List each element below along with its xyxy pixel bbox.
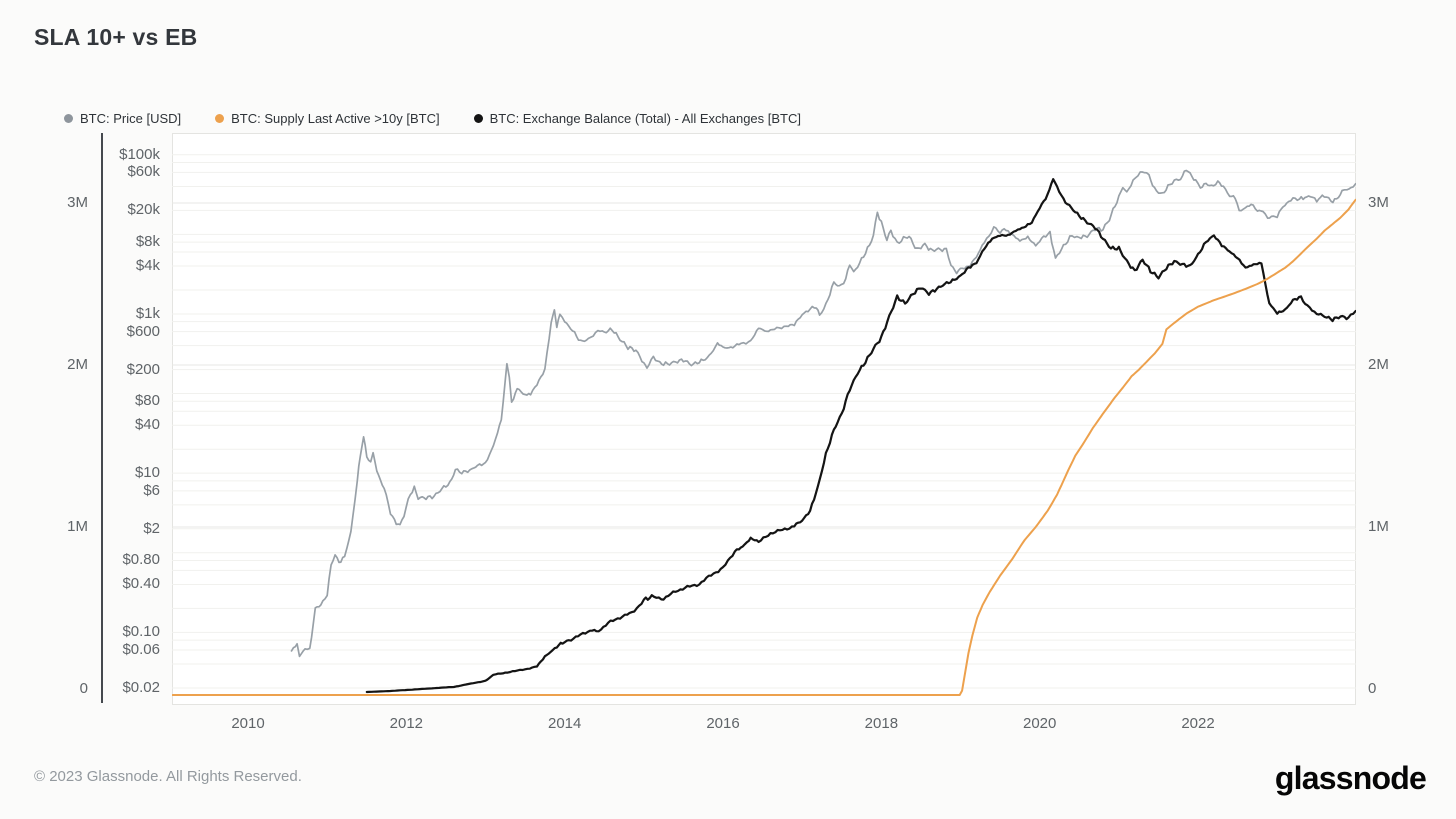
legend-label-exchange: BTC: Exchange Balance (Total) - All Exch… xyxy=(489,111,801,126)
y-right-btc-tick: 0 xyxy=(1368,680,1377,697)
x-year-tick: 2014 xyxy=(547,715,582,732)
x-year-tick: 2022 xyxy=(1181,715,1215,732)
copyright-text: © 2023 Glassnode. All Rights Reserved. xyxy=(34,768,302,785)
y-price-tick: $600 xyxy=(126,322,160,340)
y-price-tick: $0.02 xyxy=(122,679,160,696)
y-price-tick: $100k xyxy=(119,145,160,163)
exchange-balance-line[interactable] xyxy=(365,178,1356,694)
legend-item-supply-last-active[interactable]: BTC: Supply Last Active >10y [BTC] xyxy=(215,111,440,126)
x-year-tick: 2016 xyxy=(706,715,740,732)
y-price-tick: $200 xyxy=(126,360,160,378)
legend-dot-exchange-icon xyxy=(473,114,483,123)
y-right-btc-tick: 3M xyxy=(1368,194,1389,211)
legend-item-exchange-balance[interactable]: BTC: Exchange Balance (Total) - All Exch… xyxy=(473,111,801,126)
y-price-tick: $1k xyxy=(135,304,160,322)
y-price-tick: $60k xyxy=(127,163,160,181)
y-price-tick: $0.06 xyxy=(122,641,160,659)
y-right-btc-tick: 1M xyxy=(1368,518,1389,535)
y-price-tick: $6 xyxy=(143,481,160,499)
legend-label-supply: BTC: Supply Last Active >10y [BTC] xyxy=(231,111,440,126)
y-price-tick: $0.10 xyxy=(122,623,160,641)
y-price-tick: $0.40 xyxy=(122,575,160,593)
y-price-tick: $8k xyxy=(135,233,160,251)
y-left-btc-tick: 1M xyxy=(67,518,88,535)
chart-canvas[interactable] xyxy=(172,133,1356,705)
y-left-btc-tick: 0 xyxy=(79,680,88,697)
plot-area[interactable] xyxy=(172,133,1356,705)
x-year-tick: 2012 xyxy=(389,715,424,732)
x-year-tick: 2010 xyxy=(231,715,265,732)
legend-dot-price-icon xyxy=(64,114,73,123)
y-price-tick: $80 xyxy=(134,392,160,410)
legend: BTC: Price [USD] BTC: Supply Last Active… xyxy=(64,111,801,126)
y-price-tick: $10 xyxy=(134,464,160,482)
y-right-btc-tick: 2M xyxy=(1368,356,1389,373)
page-title: SLA 10+ vs EB xyxy=(34,24,198,50)
x-year-tick: 2018 xyxy=(864,715,899,732)
y-price-tick: $0.80 xyxy=(122,551,160,569)
y-price-tick: $4k xyxy=(135,257,160,275)
y-price-tick: $2 xyxy=(143,519,160,537)
legend-item-price[interactable]: BTC: Price [USD] xyxy=(64,111,181,126)
y-price-tick: $40 xyxy=(134,416,160,434)
x-year-tick: 2020 xyxy=(1023,715,1057,732)
y-left-btc-tick: 2M xyxy=(67,356,88,373)
supply-last-active-line[interactable] xyxy=(172,198,1356,696)
left-outer-axis-line xyxy=(101,133,103,703)
y-left-btc-tick: 3M xyxy=(67,194,88,211)
legend-label-price: BTC: Price [USD] xyxy=(80,111,182,126)
price-line[interactable] xyxy=(290,169,1356,658)
glassnode-logo: glassnode xyxy=(1274,760,1427,796)
y-price-tick: $20k xyxy=(127,201,160,219)
legend-dot-supply-icon xyxy=(215,114,225,123)
